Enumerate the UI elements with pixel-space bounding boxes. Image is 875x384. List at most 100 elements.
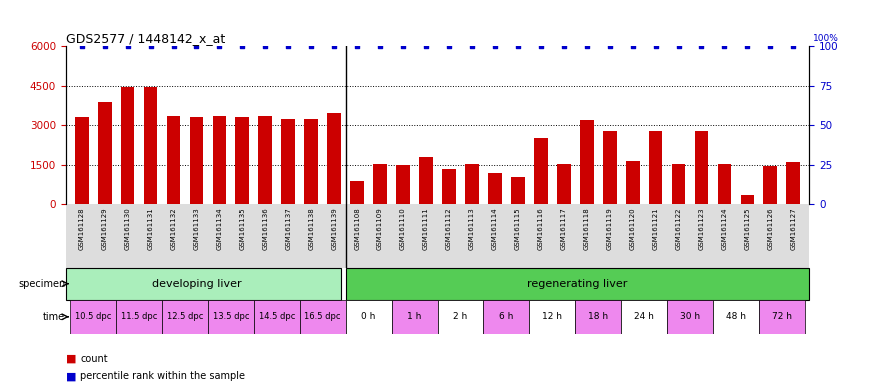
Bar	[162, 300, 208, 334]
Bar	[350, 181, 364, 204]
Text: GSM161121: GSM161121	[653, 208, 659, 250]
Bar	[695, 131, 709, 204]
Text: 0 h: 0 h	[361, 312, 376, 321]
Bar	[235, 118, 249, 204]
Bar	[603, 131, 617, 204]
Point	[350, 43, 364, 49]
Text: GSM161138: GSM161138	[308, 208, 314, 250]
Text: 14.5 dpc: 14.5 dpc	[259, 312, 295, 321]
Bar	[66, 268, 341, 300]
Text: 1 h: 1 h	[408, 312, 422, 321]
Point	[213, 43, 227, 49]
Point	[556, 43, 570, 49]
Bar	[667, 300, 713, 334]
Point	[442, 43, 456, 49]
Point	[488, 43, 502, 49]
Bar	[419, 157, 433, 204]
Bar	[346, 300, 392, 334]
Bar	[374, 164, 387, 204]
Bar	[144, 87, 158, 204]
Text: GSM161114: GSM161114	[492, 208, 498, 250]
Point	[718, 43, 732, 49]
Text: GSM161113: GSM161113	[469, 208, 475, 250]
Point	[419, 43, 433, 49]
Bar	[764, 166, 777, 204]
Bar	[208, 300, 254, 334]
Bar	[488, 173, 501, 204]
Text: GSM161139: GSM161139	[332, 208, 337, 250]
Text: percentile rank within the sample: percentile rank within the sample	[80, 371, 246, 381]
Point	[626, 43, 640, 49]
Point	[190, 43, 204, 49]
Bar	[392, 300, 438, 334]
Bar	[648, 131, 662, 204]
Bar	[346, 268, 809, 300]
Text: 72 h: 72 h	[772, 312, 792, 321]
Point	[580, 43, 594, 49]
Point	[281, 43, 295, 49]
Text: count: count	[80, 354, 108, 364]
Bar	[740, 195, 754, 204]
Text: GSM161120: GSM161120	[630, 208, 635, 250]
Point	[304, 43, 318, 49]
Text: ■: ■	[66, 354, 76, 364]
Text: GDS2577 / 1448142_x_at: GDS2577 / 1448142_x_at	[66, 32, 225, 45]
Text: GSM161132: GSM161132	[171, 208, 177, 250]
Point	[534, 43, 548, 49]
Bar	[121, 87, 135, 204]
Bar	[759, 300, 805, 334]
Text: GSM161126: GSM161126	[767, 208, 774, 250]
Point	[235, 43, 249, 49]
Point	[740, 43, 754, 49]
Text: 6 h: 6 h	[499, 312, 514, 321]
Text: GSM161108: GSM161108	[354, 208, 360, 250]
Bar	[580, 120, 593, 204]
Text: GSM161134: GSM161134	[216, 208, 222, 250]
Point	[603, 43, 617, 49]
Point	[671, 43, 685, 49]
Text: ■: ■	[66, 371, 76, 381]
Text: GSM161110: GSM161110	[400, 208, 406, 250]
Point	[144, 43, 158, 49]
Text: GSM161128: GSM161128	[79, 208, 85, 250]
Text: specimen: specimen	[18, 279, 65, 289]
Bar	[534, 139, 548, 204]
Bar	[327, 113, 341, 204]
Bar	[556, 164, 570, 204]
Point	[121, 43, 135, 49]
Point	[787, 43, 801, 49]
Text: time: time	[43, 312, 65, 322]
Text: GSM161137: GSM161137	[285, 208, 291, 250]
Point	[763, 43, 777, 49]
Bar	[575, 300, 621, 334]
Text: GSM161123: GSM161123	[698, 208, 704, 250]
Text: GSM161115: GSM161115	[514, 208, 521, 250]
Text: GSM161116: GSM161116	[538, 208, 543, 250]
Bar	[787, 162, 801, 204]
Bar	[718, 164, 732, 204]
Text: 30 h: 30 h	[680, 312, 700, 321]
Point	[465, 43, 479, 49]
Text: developing liver: developing liver	[151, 279, 242, 289]
Bar	[190, 118, 203, 204]
Bar	[74, 118, 88, 204]
Text: regenerating liver: regenerating liver	[528, 279, 627, 289]
Text: GSM161109: GSM161109	[377, 208, 383, 250]
Text: GSM161135: GSM161135	[240, 208, 245, 250]
Point	[373, 43, 387, 49]
Text: GSM161112: GSM161112	[446, 208, 452, 250]
Text: GSM161111: GSM161111	[423, 208, 429, 250]
Text: 16.5 dpc: 16.5 dpc	[304, 312, 341, 321]
Bar	[116, 300, 162, 334]
Text: GSM161124: GSM161124	[722, 208, 727, 250]
Text: 10.5 dpc: 10.5 dpc	[75, 312, 111, 321]
Point	[98, 43, 112, 49]
Bar	[213, 116, 227, 204]
Text: GSM161133: GSM161133	[193, 208, 200, 250]
Bar	[258, 116, 272, 204]
Bar	[529, 300, 575, 334]
Point	[695, 43, 709, 49]
Bar	[442, 169, 456, 204]
Bar	[672, 164, 685, 204]
Text: GSM161129: GSM161129	[102, 208, 108, 250]
